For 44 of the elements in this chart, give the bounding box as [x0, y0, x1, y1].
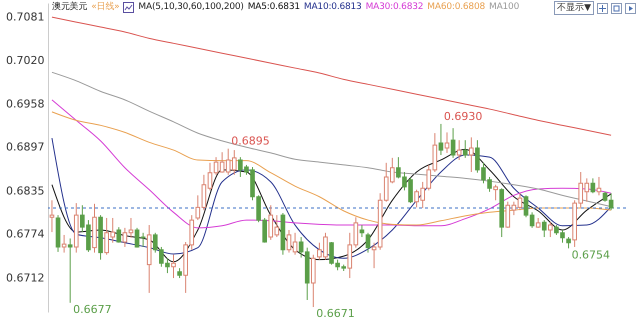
y-tick-label: 0.6835: [6, 184, 44, 198]
y-tick-label: 0.6774: [6, 228, 44, 241]
text: MA5:0.6831: [248, 1, 300, 13]
y-tick-label: 0.6958: [6, 98, 44, 111]
candlestick: [438, 123, 444, 156]
annotation: 不显示▼: [554, 1, 594, 15]
annotation: 0.6895: [231, 134, 270, 148]
candlestick: [50, 200, 54, 233]
candlestick: [596, 176, 602, 196]
candlestick: [542, 220, 547, 238]
annotation: 0.6930: [444, 110, 482, 123]
candlestick: [566, 236, 571, 249]
y-tick-label: 0.6897: [6, 140, 44, 154]
candlestick: [462, 140, 468, 158]
candlestick: [450, 128, 456, 158]
candlestick: [468, 136, 474, 172]
candlestick: [68, 238, 73, 304]
text: MA30:0.6832: [366, 1, 424, 13]
candlestick: [366, 232, 370, 254]
y-tick-label: 0.7020: [6, 54, 44, 67]
candlestick: [62, 234, 66, 254]
candlestick: [177, 268, 182, 279]
y-tick-label: 0.6712: [6, 272, 44, 285]
candlestick: [590, 178, 596, 194]
annotation: 0.6671: [316, 307, 355, 320]
text: MA10:0.6813: [304, 1, 362, 13]
candlestick: [548, 222, 553, 238]
candlestick: [493, 184, 498, 201]
text: MA100: [489, 1, 520, 13]
candlestick: [171, 254, 176, 279]
candlestick: [444, 132, 450, 154]
text: MA60:0.6808: [427, 1, 485, 13]
y-tick-label: 0.7081: [6, 10, 44, 24]
candlestick: [360, 224, 364, 238]
candlestick: [116, 226, 122, 244]
legend-title: MA(5,10,30,60,100,200): [138, 1, 244, 13]
line-series: [51, 16, 612, 136]
candlestick: [456, 140, 462, 160]
chart-title: 澳元美元: [52, 1, 88, 13]
candlestick: [536, 217, 540, 228]
annotation: 0.6754: [572, 248, 610, 262]
annotation: 0.6677: [73, 302, 112, 316]
chart-subtitle: «日线»: [91, 1, 120, 13]
line-series: [51, 72, 612, 208]
